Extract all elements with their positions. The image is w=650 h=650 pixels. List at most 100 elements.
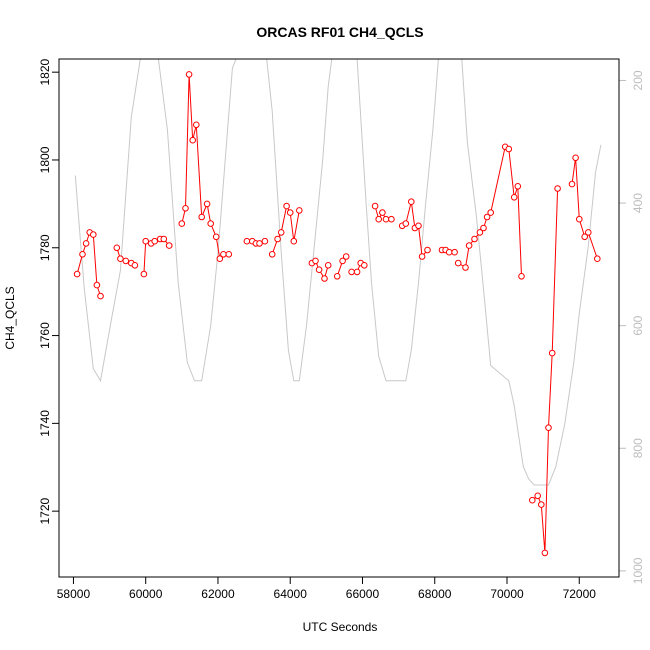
ch4-point: [286, 209, 294, 216]
ch4-point: [424, 246, 431, 254]
y2-tick-label: 600: [631, 315, 645, 335]
ch4-point: [216, 255, 224, 263]
ch4-point: [541, 549, 549, 557]
ch4-point: [339, 257, 346, 265]
ch4-line-segment: [271, 204, 300, 255]
ch4-point: [165, 242, 173, 249]
ch4-point: [225, 251, 233, 258]
ch4-point: [290, 237, 298, 245]
ch4-point: [487, 209, 495, 216]
ch4-point: [243, 237, 251, 245]
ch4-point: [93, 281, 101, 289]
ch4-line-segment: [571, 157, 598, 259]
ch4-point: [545, 424, 552, 432]
ch4-point: [182, 205, 189, 212]
ch4-point: [277, 229, 285, 236]
ch4-point: [382, 215, 390, 223]
ch4-point: [353, 268, 361, 276]
ch4-point: [402, 220, 410, 227]
ch4-point: [465, 242, 473, 249]
chart-title: ORCAS RF01 CH4_QCLS: [256, 24, 423, 40]
ch4-point: [462, 264, 469, 271]
ch4-point: [371, 202, 379, 210]
ch4-point: [342, 253, 350, 260]
y2-tick-label: 1000: [631, 557, 645, 584]
y2-tick-label: 800: [631, 438, 645, 458]
y2-tick-label: 200: [631, 70, 645, 90]
ch4-point: [568, 180, 576, 188]
ch4-point: [538, 501, 545, 508]
ch4-point: [454, 259, 462, 267]
ch4-point: [534, 492, 542, 500]
ch4-point: [178, 220, 186, 227]
ch4-point: [514, 183, 522, 190]
y-tick-label: 1800: [38, 146, 52, 173]
ch4-point: [476, 229, 484, 236]
ch4-point: [274, 235, 281, 243]
x-tick-label: 72000: [563, 587, 597, 601]
ch4-point: [505, 145, 513, 153]
ch4-point: [79, 251, 86, 258]
ch4-point: [207, 220, 214, 227]
ch4-point: [189, 136, 196, 144]
ch4-point: [510, 194, 518, 201]
ch4-point: [483, 213, 491, 221]
axes-layer: 58000 60000 62000 64000 66000 68000 70000 72000…: [38, 58, 645, 601]
y-tick-label: 1720: [38, 497, 52, 524]
ch4-point: [548, 349, 556, 357]
x-tick-label: 68000: [418, 587, 452, 601]
ch4-point: [261, 237, 269, 245]
x-tick-label: 66000: [346, 587, 380, 601]
ch4-point: [408, 198, 415, 205]
y-tick-label: 1740: [38, 410, 52, 437]
ch4-point: [122, 257, 130, 265]
ch4-point: [480, 224, 487, 232]
ch4-point: [256, 240, 263, 247]
ch4-point: [131, 262, 139, 269]
ch4-point: [576, 215, 583, 223]
plot-frame: [58, 58, 620, 578]
ch4-point: [321, 275, 328, 282]
altitude-line: [74, 58, 602, 486]
ch4-point: [140, 270, 148, 278]
ch4-point: [333, 273, 341, 280]
y2-tick-label: 400: [631, 193, 645, 213]
ch4-point: [348, 268, 355, 276]
ch4-line-segment: [143, 238, 170, 275]
x-tick-label: 58000: [57, 587, 91, 601]
ch4-point: [451, 248, 458, 256]
ch4-point: [388, 215, 395, 223]
series-layer: [73, 58, 602, 557]
ch4-point: [193, 121, 200, 129]
ch4-point: [90, 231, 97, 238]
ch4-line-segment: [181, 74, 229, 260]
ch4-point: [415, 222, 422, 230]
ch4-point: [445, 248, 453, 256]
ch4-point: [117, 255, 124, 263]
ch4-point: [315, 266, 323, 274]
ch4-point: [418, 253, 426, 260]
y-axis-label: CH4_QCLS: [3, 286, 17, 349]
ch4-point: [142, 237, 149, 245]
ch4-point: [212, 233, 220, 241]
ch4-point: [203, 200, 211, 208]
ch4-point: [283, 202, 290, 210]
ch4-point: [151, 237, 158, 245]
ch4-point: [471, 235, 478, 243]
ch4-point: [296, 207, 303, 214]
y-tick-label: 1760: [38, 322, 52, 349]
ch4-point: [198, 213, 205, 221]
y-tick-label: 1780: [38, 234, 52, 261]
ch4-point: [572, 154, 579, 162]
ch4-point: [585, 229, 592, 236]
ch4-point: [312, 257, 319, 265]
x-tick-label: 70000: [490, 587, 524, 601]
ch4-point: [581, 233, 589, 241]
ch4-point: [375, 215, 383, 223]
ch4-point: [361, 262, 368, 269]
ch4-point: [594, 255, 601, 263]
ch4-point: [185, 71, 193, 78]
ch4-point: [324, 262, 332, 269]
ch4-point: [113, 244, 121, 252]
